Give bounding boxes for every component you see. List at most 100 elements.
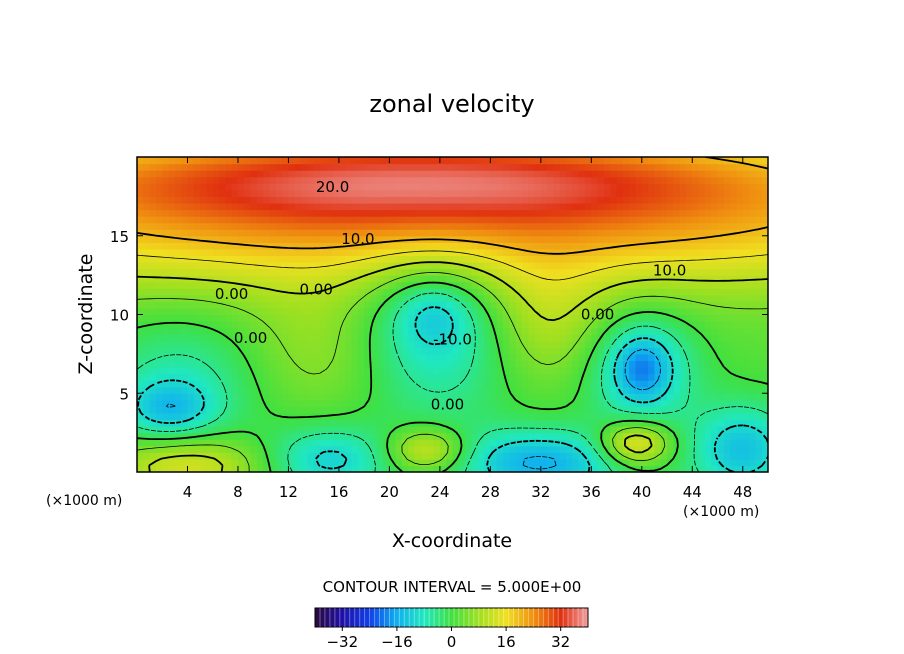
heatmap-cell — [736, 321, 744, 329]
heatmap-cell — [641, 406, 649, 414]
heatmap-cell — [370, 334, 378, 342]
heatmap-cell — [654, 353, 662, 362]
heatmap-cell — [364, 294, 372, 302]
heatmap-cell — [452, 380, 460, 388]
heatmap-cell — [635, 248, 643, 257]
heatmap-cell — [635, 386, 643, 394]
heatmap-cell — [174, 216, 182, 224]
heatmap-cell — [237, 229, 245, 237]
heatmap-cell — [357, 399, 365, 407]
heatmap-cell — [515, 209, 523, 217]
heatmap-cell — [496, 386, 504, 394]
heatmap-cell — [326, 288, 334, 296]
heatmap-cell — [458, 367, 466, 375]
heatmap-cell — [471, 393, 479, 401]
heatmap-cell — [200, 262, 208, 270]
heatmap-cell — [402, 294, 409, 302]
heatmap-cell — [749, 242, 756, 250]
heatmap-cell — [439, 419, 447, 427]
heatmap-cell — [566, 406, 573, 414]
heatmap-cell — [376, 222, 384, 230]
heatmap-cell — [509, 163, 517, 171]
heatmap-cell — [244, 452, 252, 460]
heatmap-cell — [648, 229, 656, 237]
heatmap-cell — [635, 170, 643, 178]
heatmap-cell — [256, 294, 264, 302]
heatmap-cell — [351, 367, 359, 375]
heatmap-cell — [294, 406, 302, 414]
heatmap-cell — [572, 202, 580, 211]
heatmap-cell — [193, 229, 201, 237]
heatmap-cell — [585, 170, 592, 178]
heatmap-cell — [149, 393, 157, 401]
heatmap-cell — [698, 262, 706, 270]
heatmap-cell — [395, 248, 403, 257]
heatmap-cell — [162, 235, 170, 243]
heatmap-cell — [389, 275, 397, 283]
heatmap-cell — [654, 268, 662, 276]
heatmap-cell — [446, 406, 454, 414]
heatmap-cell — [244, 367, 252, 375]
heatmap-cell — [212, 202, 220, 211]
heatmap-cell — [553, 294, 561, 302]
heatmap-cell — [237, 235, 245, 243]
heatmap-cell — [212, 432, 220, 440]
heatmap-cell — [490, 406, 498, 414]
heatmap-cell — [244, 353, 252, 362]
heatmap-cell — [591, 327, 599, 335]
heatmap-cell — [717, 202, 725, 211]
heatmap-cell — [231, 353, 239, 362]
heatmap-cell — [458, 465, 466, 472]
heatmap-cell — [364, 340, 372, 348]
heatmap-cell — [484, 367, 491, 375]
heatmap-cell — [313, 301, 321, 309]
heatmap-cell — [685, 393, 693, 401]
heatmap-cell — [616, 216, 624, 224]
heatmap-cell — [149, 419, 157, 427]
heatmap-cell — [610, 347, 618, 355]
heatmap-cell — [597, 281, 605, 289]
heatmap-cell — [364, 216, 372, 224]
heatmap-cell — [704, 229, 712, 237]
heatmap-cell — [477, 334, 485, 342]
heatmap-cell — [597, 445, 605, 453]
heatmap-cell — [376, 353, 384, 362]
heatmap-cell — [439, 176, 447, 184]
heatmap-cell — [395, 353, 403, 362]
heatmap-cell — [389, 183, 397, 191]
heatmap-cell — [376, 393, 384, 401]
heatmap-cell — [502, 163, 510, 171]
heatmap-cell — [452, 255, 460, 263]
heatmap-cell — [326, 248, 334, 257]
heatmap-cell — [515, 406, 523, 414]
heatmap-cell — [338, 163, 346, 171]
heatmap-cell — [187, 412, 195, 421]
heatmap-cell — [755, 445, 763, 453]
heatmap-cell — [389, 360, 397, 368]
heatmap-cell — [357, 235, 365, 243]
heatmap-cell — [288, 386, 296, 394]
heatmap-cell — [496, 393, 504, 401]
heatmap-cell — [187, 229, 195, 237]
heatmap-cell — [452, 340, 460, 348]
heatmap-cell — [717, 216, 725, 224]
heatmap-cell — [641, 347, 649, 355]
heatmap-cell — [288, 314, 296, 322]
heatmap-cell — [610, 445, 618, 453]
heatmap-cell — [502, 439, 510, 447]
heatmap-cell — [389, 399, 397, 407]
heatmap-cell — [162, 281, 170, 289]
heatmap-cell — [288, 360, 296, 368]
heatmap-cell — [730, 307, 738, 316]
heatmap-cell — [256, 268, 264, 276]
heatmap-cell — [326, 268, 334, 276]
heatmap-cell — [137, 412, 144, 421]
heatmap-cell — [641, 255, 649, 263]
heatmap-cell — [275, 183, 283, 191]
heatmap-cell — [332, 340, 340, 348]
heatmap-cell — [420, 399, 428, 407]
heatmap-cell — [212, 360, 220, 368]
heatmap-cell — [383, 314, 390, 322]
heatmap-cell — [458, 255, 466, 263]
heatmap-cell — [566, 202, 573, 211]
